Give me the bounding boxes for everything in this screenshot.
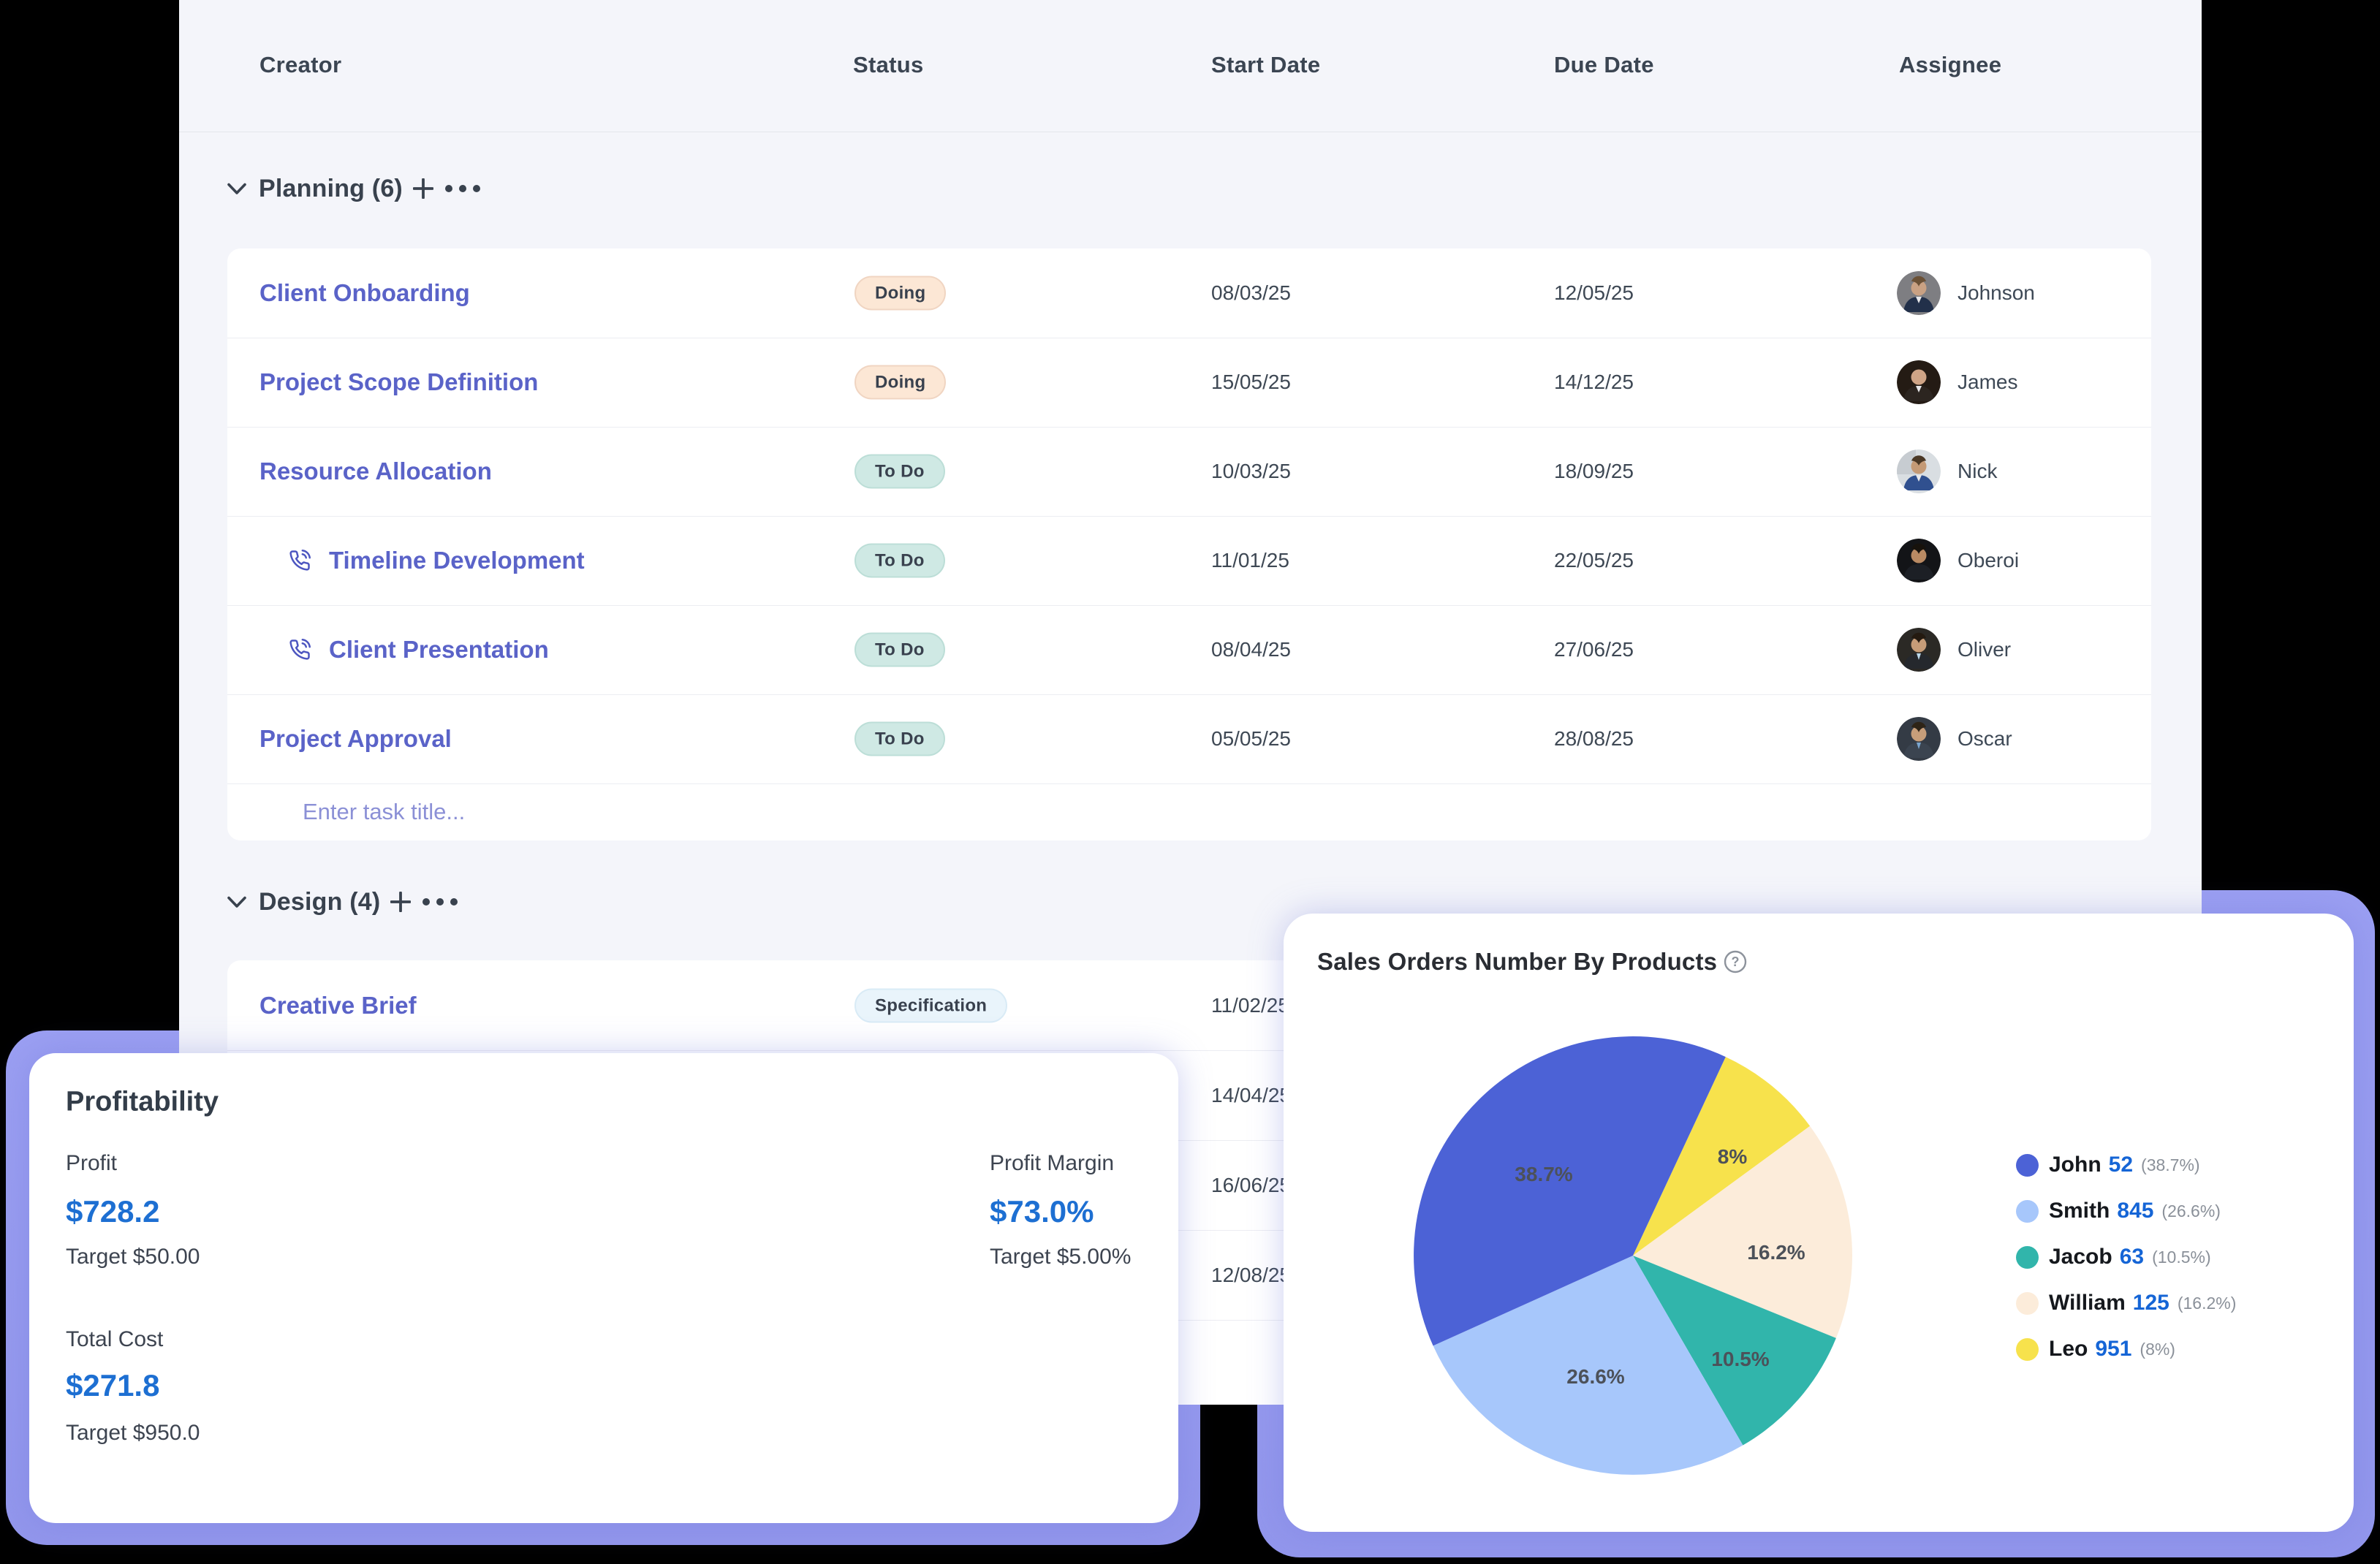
svg-text:38.7%: 38.7% xyxy=(1515,1163,1572,1185)
svg-text:26.6%: 26.6% xyxy=(1566,1365,1624,1388)
svg-text:16.2%: 16.2% xyxy=(1747,1241,1805,1264)
svg-text:?: ? xyxy=(1732,954,1740,969)
svg-text:10.5%: 10.5% xyxy=(1711,1348,1769,1370)
svg-text:8%: 8% xyxy=(1718,1145,1748,1168)
